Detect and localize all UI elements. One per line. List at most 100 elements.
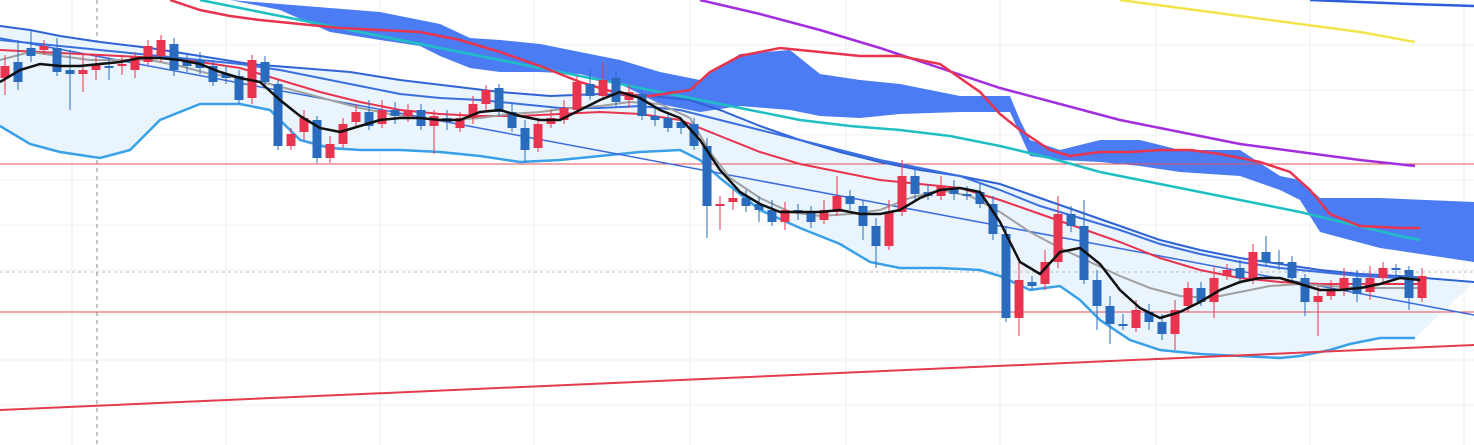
candle-body (845, 196, 855, 204)
candle (338, 118, 348, 148)
candle (1274, 250, 1284, 270)
candle-body (429, 116, 439, 126)
candle (91, 55, 101, 80)
candle-body (468, 104, 478, 118)
candle-body (1183, 288, 1193, 306)
candle-body (819, 210, 829, 220)
candle (728, 190, 738, 210)
candle-body (910, 176, 920, 194)
candle (663, 112, 673, 132)
candle-body (806, 212, 816, 222)
candle-body (325, 144, 335, 158)
trend-line-down (0, 37, 1474, 316)
candle-body (1027, 282, 1037, 286)
candle-body (533, 124, 543, 148)
candle (1144, 304, 1154, 330)
candle (1313, 286, 1323, 336)
candle (39, 40, 49, 55)
candle (637, 90, 647, 120)
candle (481, 85, 491, 110)
candle (780, 202, 790, 230)
candle-body (1209, 278, 1219, 302)
candle (208, 60, 218, 86)
candle-body (1417, 276, 1427, 298)
candle-body (364, 112, 374, 126)
support-trend-line (0, 344, 1474, 411)
candle-body (858, 206, 868, 226)
candle-body (1261, 252, 1271, 262)
candle (520, 120, 530, 162)
candle (1170, 300, 1180, 350)
candle-body (949, 188, 959, 194)
candle (1352, 270, 1362, 302)
candle-body (455, 118, 465, 128)
candle-body (1170, 310, 1180, 334)
candle (1105, 296, 1115, 344)
candle (1118, 314, 1128, 330)
candle (702, 138, 712, 238)
candle-body (520, 128, 530, 150)
candle-body (507, 112, 517, 128)
candle (572, 76, 582, 114)
candle-body (1378, 268, 1388, 278)
candle (1248, 244, 1258, 284)
candle (585, 70, 595, 100)
candle (286, 128, 296, 150)
candle-body (104, 66, 114, 68)
candle (1261, 236, 1271, 266)
candle (910, 170, 920, 200)
candle-body (351, 112, 361, 122)
candle (273, 80, 283, 150)
candle-body (1326, 290, 1336, 296)
horizontal-levels (0, 163, 1474, 313)
candle-body (572, 82, 582, 110)
candle (468, 96, 478, 124)
candle-body (1352, 278, 1362, 294)
candle (845, 190, 855, 210)
candle-body (299, 118, 309, 132)
candle (351, 104, 361, 128)
candle-body (1300, 278, 1310, 302)
candle-body (182, 62, 192, 66)
candle (871, 218, 881, 268)
bollinger-lower-line (0, 102, 1415, 360)
candle (312, 116, 322, 163)
candle (325, 136, 335, 163)
candle (130, 52, 140, 78)
candle-body (39, 46, 49, 50)
candle-body (780, 210, 790, 222)
candle-body (715, 204, 725, 206)
candle-body (1196, 288, 1206, 302)
candle-body (1248, 252, 1258, 278)
candle-body (1404, 270, 1414, 298)
candle (884, 200, 894, 250)
candle (429, 110, 439, 154)
candle-body (390, 110, 400, 116)
candle (1001, 226, 1011, 322)
candle (1092, 270, 1102, 330)
candle-body (1092, 280, 1102, 306)
candle (650, 106, 660, 126)
candle (1222, 264, 1232, 280)
candle-body (0, 66, 10, 78)
candle-body (559, 108, 569, 120)
candle-body (871, 226, 881, 246)
candle (559, 100, 569, 124)
candle (715, 196, 725, 230)
candle (897, 160, 907, 216)
candle-body (1001, 234, 1011, 318)
candle-body (832, 196, 842, 212)
candle-body (130, 56, 140, 70)
candle (806, 206, 816, 228)
candle (390, 102, 400, 124)
candle-body (1235, 268, 1245, 278)
ichimoku-base-line (169, 0, 1420, 230)
candle (182, 55, 192, 72)
candle-body (897, 176, 907, 212)
candle (377, 100, 387, 128)
candle-body (650, 116, 660, 120)
candle-body (481, 90, 491, 104)
candle-body (1014, 280, 1024, 318)
